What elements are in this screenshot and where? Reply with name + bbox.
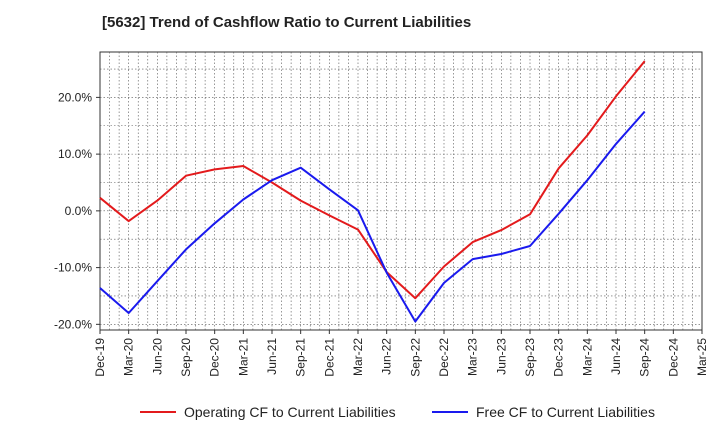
plot-area xyxy=(99,51,703,331)
x-tick-label: Dec-23 xyxy=(552,338,566,377)
x-tick-label: Jun-22 xyxy=(380,338,394,375)
x-tick-label: Sep-21 xyxy=(294,338,308,377)
legend-item-free: Free CF to Current Liabilities xyxy=(432,404,655,420)
x-tick-label: Jun-23 xyxy=(494,338,508,375)
x-tick-label: Sep-23 xyxy=(523,338,537,377)
legend-swatch-free xyxy=(432,411,468,413)
series-line-operating xyxy=(99,60,646,300)
x-tick-label: Mar-23 xyxy=(466,338,480,376)
series-line-free xyxy=(99,110,646,323)
x-tick-label: Sep-22 xyxy=(408,338,422,377)
y-tick-label: 0.0% xyxy=(65,204,93,218)
legend-label-operating: Operating CF to Current Liabilities xyxy=(184,404,396,420)
legend-label-free: Free CF to Current Liabilities xyxy=(476,404,655,420)
y-tick-label: -10.0% xyxy=(54,261,92,275)
legend-swatch-operating xyxy=(140,411,176,413)
x-tick-label: Dec-20 xyxy=(208,338,222,377)
legend-item-operating: Operating CF to Current Liabilities xyxy=(140,404,396,420)
chart-title: [5632] Trend of Cashflow Ratio to Curren… xyxy=(102,14,472,31)
x-tick-label: Mar-24 xyxy=(580,338,594,376)
x-tick-label: Jun-24 xyxy=(609,338,623,375)
x-tick-label: Mar-21 xyxy=(236,338,250,376)
x-tick-label: Sep-24 xyxy=(638,338,652,377)
x-tick-label: Jun-20 xyxy=(150,338,164,375)
x-tick-label: Mar-25 xyxy=(695,338,709,376)
x-tick-label: Dec-22 xyxy=(437,338,451,377)
x-tick-label: Mar-22 xyxy=(351,338,365,376)
x-tick-label: Jun-21 xyxy=(265,338,279,375)
y-tick-label: 20.0% xyxy=(58,90,92,104)
y-tick-label: 10.0% xyxy=(58,147,92,161)
y-tick-label: -20.0% xyxy=(54,317,92,331)
x-tick-label: Dec-21 xyxy=(322,338,336,377)
x-tick-label: Sep-20 xyxy=(179,338,193,377)
x-tick-label: Dec-19 xyxy=(93,338,107,377)
x-tick-label: Mar-20 xyxy=(122,338,136,376)
x-tick-label: Dec-24 xyxy=(666,338,680,377)
